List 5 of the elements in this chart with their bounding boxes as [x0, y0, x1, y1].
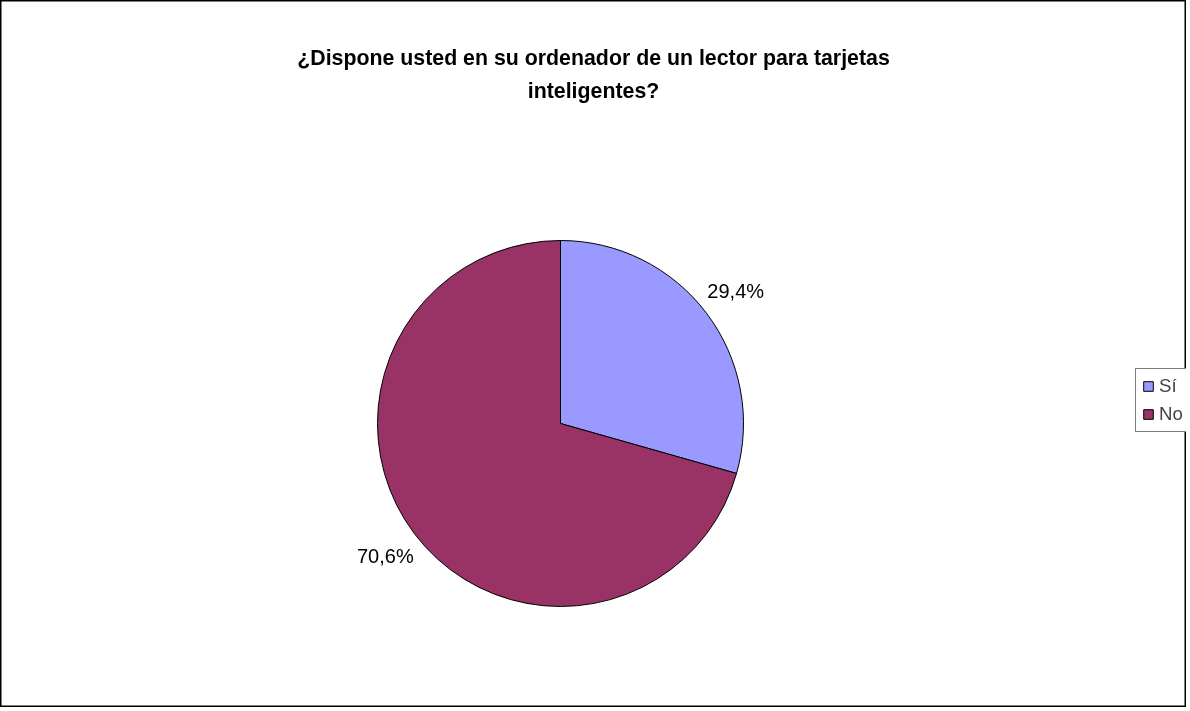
data-label: 29,4% — [707, 280, 765, 303]
legend-label: No — [1159, 403, 1183, 425]
chart-title: ¿Dispone usted en su ordenador de un lector para tarjetas inteligentes? — [297, 45, 890, 104]
legend-label: Sí — [1159, 375, 1178, 397]
data-label: 70,6% — [356, 544, 414, 567]
